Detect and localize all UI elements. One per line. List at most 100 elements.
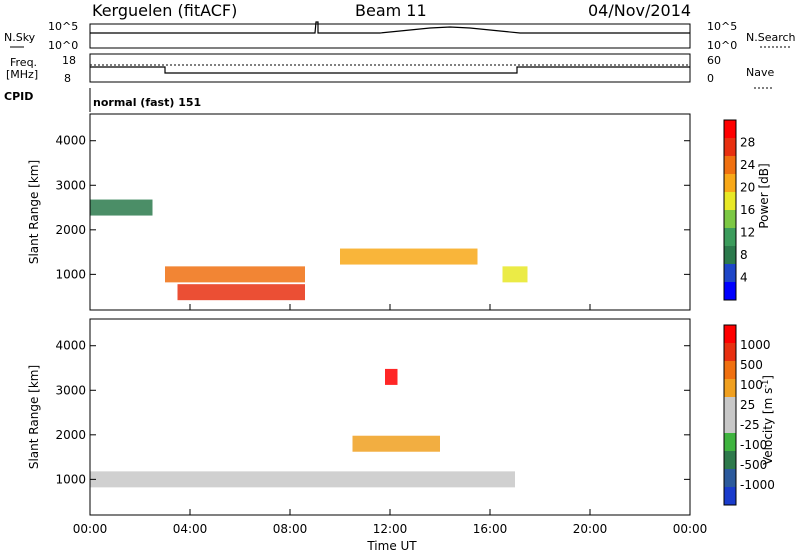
freq-tick-bottom: 8	[64, 72, 71, 85]
velocity-ytick-label-3: 3000	[55, 383, 86, 397]
nave-tick-bottom: 0	[707, 72, 714, 85]
velocity-ytick-label-2: 2000	[55, 428, 86, 442]
velocity-ytick-label-4: 4000	[55, 339, 86, 353]
velocity-colorbar-swatch-1	[724, 487, 736, 505]
power-colorbar-swatch-7	[724, 174, 736, 192]
nsearch-label: N.Search	[746, 31, 796, 44]
velocity-colorbar-swatch-8	[724, 361, 736, 379]
power-colorbar-swatch-9	[724, 138, 736, 156]
nave-label: Nave	[746, 66, 774, 79]
xtick-label-4: 12:00	[373, 522, 408, 536]
power-feature-4	[340, 248, 478, 265]
nsky-trace	[90, 21, 690, 34]
power-colorbar: 28 24 20 16 12 8 4	[723, 119, 755, 301]
velocity-feature-2	[352, 435, 440, 452]
velocity-colorbar-tick-6: -100	[740, 438, 767, 452]
velocity-colorbar-tick-7: -500	[740, 458, 767, 472]
power-colorbar-swatch-8	[724, 156, 736, 174]
nsky-label: N.Sky	[4, 31, 36, 44]
xtick-label-1: 00:00	[73, 522, 108, 536]
velocity-colorbar-swatch-9	[724, 343, 736, 361]
power-ytick-label-2: 2000	[55, 223, 86, 237]
power-colorbar-tick-2: 24	[740, 158, 755, 172]
velocity-colorbar-swatch-10	[724, 325, 736, 343]
cpid-label: CPID	[4, 90, 33, 103]
power-colorbar-swatch-4	[724, 228, 736, 246]
velocity-colorbar-label: Velocity [m s-1]	[761, 375, 775, 465]
cpid-mode: normal (fast) 151	[93, 96, 201, 109]
power-feature-3	[90, 199, 153, 216]
power-colorbar-tick-3: 20	[740, 181, 755, 195]
x-axis-ticks: 00:00 04:00 08:00 12:00 16:00 20:00 00:00	[73, 304, 708, 536]
power-feature-1	[165, 266, 305, 283]
velocity-colorbar-swatch-5	[724, 415, 736, 433]
power-colorbar-swatch-3	[724, 246, 736, 264]
power-colorbar-label: Power [dB]	[757, 163, 771, 228]
power-colorbar-swatch-1	[724, 282, 736, 300]
frequency-panel: Freq. [MHz] 18 8 60 0 Nave	[6, 53, 774, 89]
power-ytick-label-1: 1000	[55, 267, 86, 281]
power-colorbar-tick-7: 4	[740, 271, 748, 285]
velocity-colorbar-tick-2: 500	[740, 358, 763, 372]
power-feature-5	[502, 266, 528, 283]
power-feature-2	[177, 284, 305, 301]
freq-tick-top: 18	[62, 54, 76, 67]
velocity-colorbar-tick-4: 25	[740, 398, 755, 412]
power-colorbar-tick-4: 16	[740, 203, 755, 217]
power-colorbar-swatch-2	[724, 264, 736, 282]
power-panel: 1000 2000 3000 4000 Slant Range [km]	[27, 113, 691, 311]
power-colorbar-frame	[723, 119, 737, 301]
power-ytick-label-3: 3000	[55, 178, 86, 192]
velocity-feature-3	[385, 368, 398, 385]
freq-label-1: Freq.	[10, 56, 37, 69]
velocity-colorbar-tick-5: -25	[740, 418, 760, 432]
velocity-y-ticks: 1000 2000 3000 4000	[55, 339, 690, 486]
power-ylabel: Slant Range [km]	[27, 160, 41, 264]
station-title: Kerguelen (fitACF)	[92, 1, 237, 20]
xtick-label-6: 20:00	[573, 522, 608, 536]
noise-left-tick-bottom: 10^0	[48, 39, 78, 52]
xtick-label-7: 00:00	[673, 522, 708, 536]
xtick-label-3: 08:00	[273, 522, 308, 536]
velocity-colorbar: 1000 500 100 25 -25 -100 -500 -1000	[723, 324, 775, 506]
velocity-label-exp: -1	[761, 380, 770, 388]
velocity-ytick-label-1: 1000	[55, 472, 86, 486]
power-colorbar-tick-1: 28	[740, 136, 755, 150]
velocity-colorbar-swatch-4	[724, 433, 736, 451]
noise-left-tick-top: 10^5	[48, 20, 78, 33]
power-colorbar-tick-6: 8	[740, 248, 748, 262]
velocity-colorbar-tick-3: 100	[740, 378, 763, 392]
velocity-panel: 1000 2000 3000 4000 Slant Range [km]	[27, 318, 691, 516]
power-colorbar-swatch-10	[724, 120, 736, 138]
noise-panel: N.Sky 10^5 10^0 10^5 10^0 N.Search	[4, 20, 796, 52]
velocity-data	[90, 368, 515, 488]
power-y-ticks: 1000 2000 3000 4000	[55, 134, 690, 281]
power-colorbar-swatch-6	[724, 192, 736, 210]
velocity-colorbar-tick-1: 1000	[740, 338, 771, 352]
velocity-colorbar-swatch-2	[724, 469, 736, 487]
freq-label-2: [MHz]	[6, 68, 38, 81]
power-colorbar-swatch-5	[724, 210, 736, 228]
beam-title: Beam 11	[355, 1, 427, 20]
xtick-label-5: 16:00	[473, 522, 508, 536]
velocity-label-unit: [m s	[761, 388, 775, 414]
velocity-colorbar-swatch-6	[724, 397, 736, 415]
velocity-label-main: Velocity	[761, 418, 775, 465]
power-colorbar-tick-5: 12	[740, 226, 755, 240]
power-ytick-label-4: 4000	[55, 134, 86, 148]
date-title: 04/Nov/2014	[588, 1, 691, 20]
freq-trace	[90, 66, 690, 74]
velocity-colorbar-swatch-7	[724, 379, 736, 397]
power-data	[90, 199, 528, 301]
xtick-label-2: 04:00	[173, 522, 208, 536]
noise-right-tick-top: 10^5	[707, 20, 737, 33]
velocity-feature-1	[90, 471, 515, 488]
velocity-colorbar-frame	[723, 324, 737, 506]
nave-tick-top: 60	[707, 54, 721, 67]
velocity-label-close: ]	[761, 375, 775, 380]
velocity-colorbar-swatch-3	[724, 451, 736, 469]
velocity-colorbar-tick-8: -1000	[740, 478, 775, 492]
noise-right-tick-bottom: 10^0	[707, 39, 737, 52]
velocity-ylabel: Slant Range [km]	[27, 365, 41, 469]
x-axis-label: Time UT	[366, 539, 417, 553]
